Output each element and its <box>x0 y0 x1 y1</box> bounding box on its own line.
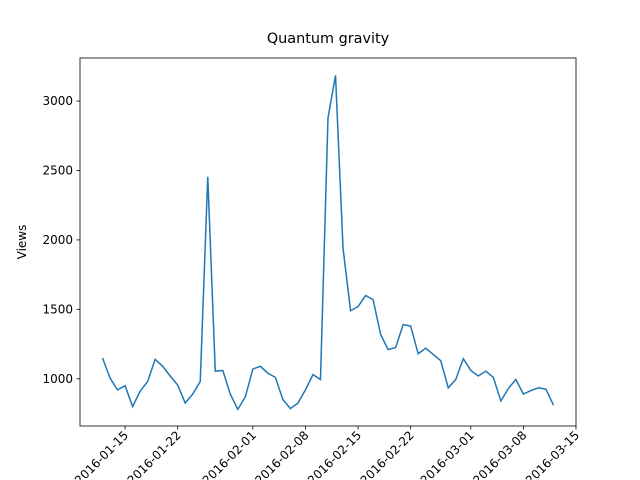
data-line <box>101 75 555 411</box>
x-tick-label: 2016-02-22 <box>358 428 417 480</box>
x-tick-label: 2016-02-01 <box>200 428 259 480</box>
x-tick-label: 2016-03-08 <box>470 428 529 480</box>
x-tick-label: 2016-03-01 <box>418 428 477 480</box>
y-tick-label: 3000 <box>42 94 73 108</box>
x-tick-label: 2016-02-15 <box>305 428 364 480</box>
y-tick-label: 2500 <box>42 163 73 177</box>
x-tick-label: 2016-02-08 <box>252 428 311 480</box>
x-tick-label: 2016-01-15 <box>72 428 131 480</box>
plot-frame <box>79 57 577 427</box>
x-tick-label: 2016-01-22 <box>125 428 184 480</box>
y-axis-label: Views <box>15 225 29 260</box>
x-tick-label: 2016-03-15 <box>523 428 582 480</box>
chart-title: Quantum gravity <box>267 31 390 47</box>
y-tick-label: 2000 <box>42 233 73 247</box>
y-tick-label: 1500 <box>42 302 73 316</box>
y-tick-label: 1000 <box>42 372 73 386</box>
